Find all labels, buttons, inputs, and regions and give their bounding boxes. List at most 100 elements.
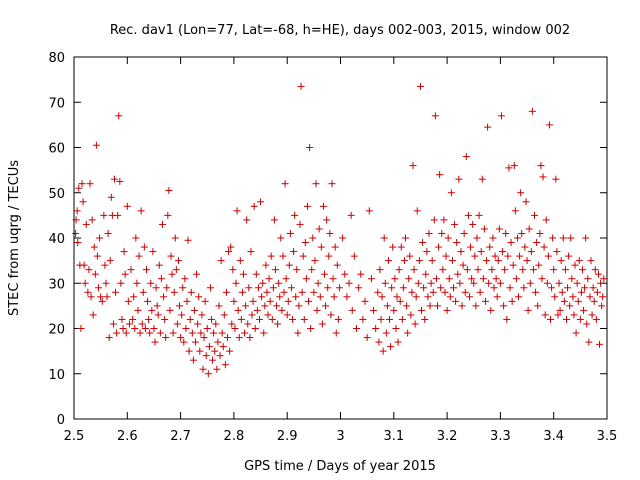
- data-point: [308, 266, 316, 274]
- data-point: [194, 320, 202, 328]
- data-point: [130, 293, 138, 301]
- data-point: [122, 329, 130, 337]
- data-point: [273, 302, 281, 310]
- data-point: [170, 288, 178, 296]
- data-point: [459, 261, 467, 269]
- data-point: [384, 257, 392, 265]
- data-point: [572, 329, 580, 337]
- data-point: [210, 329, 218, 337]
- y-tick-label: 0: [57, 413, 65, 428]
- data-point: [421, 315, 429, 323]
- data-point: [372, 325, 380, 332]
- data-point: [551, 293, 559, 301]
- data-point: [322, 302, 330, 310]
- data-point: [458, 302, 466, 310]
- data-point: [470, 279, 478, 287]
- data-point: [577, 288, 585, 296]
- data-point: [348, 306, 356, 314]
- data-point: [169, 329, 177, 337]
- data-point: [535, 261, 543, 269]
- data-point: [380, 234, 388, 242]
- data-point: [211, 347, 219, 355]
- data-point: [218, 329, 226, 337]
- data-point: [448, 257, 456, 265]
- data-point: [504, 252, 512, 260]
- data-point: [550, 266, 558, 274]
- plot-frame: [73, 56, 608, 420]
- data-point: [454, 270, 462, 278]
- data-point: [415, 257, 423, 265]
- data-point: [152, 284, 160, 292]
- data-point: [522, 198, 530, 206]
- data-point: [139, 288, 147, 296]
- data-point: [85, 266, 93, 274]
- data-point: [167, 252, 175, 260]
- data-point: [134, 306, 142, 314]
- data-point: [222, 288, 230, 296]
- x-tick-label: 2.9: [277, 429, 298, 444]
- data-point: [220, 311, 228, 319]
- data-point: [422, 270, 430, 278]
- data-point: [485, 279, 493, 287]
- data-point: [447, 189, 455, 197]
- data-point: [331, 243, 339, 251]
- data-point: [133, 279, 141, 287]
- data-point: [432, 275, 440, 283]
- data-point: [307, 325, 315, 332]
- data-point: [443, 306, 451, 314]
- data-point: [137, 207, 145, 215]
- data-point: [81, 279, 89, 287]
- data-point: [593, 288, 601, 296]
- data-point: [469, 220, 477, 228]
- data-point: [232, 279, 240, 287]
- data-point: [568, 275, 576, 283]
- data-point: [483, 257, 491, 265]
- data-point: [311, 257, 319, 265]
- data-point: [526, 279, 534, 287]
- data-point: [357, 270, 365, 278]
- data-point: [153, 302, 161, 310]
- data-point: [392, 325, 400, 332]
- data-point: [497, 112, 505, 120]
- data-point: [199, 365, 207, 373]
- data-point: [197, 329, 205, 337]
- data-point: [127, 266, 135, 274]
- data-point: [529, 266, 537, 274]
- data-point: [281, 180, 289, 188]
- data-point: [600, 275, 608, 283]
- data-point: [395, 266, 403, 274]
- data-point: [295, 302, 303, 310]
- data-point: [84, 288, 92, 296]
- data-point: [315, 225, 323, 233]
- data-point: [532, 288, 540, 296]
- data-point: [147, 279, 155, 287]
- data-point: [471, 252, 479, 260]
- data-point: [238, 288, 246, 296]
- data-point: [154, 311, 162, 319]
- data-point: [230, 297, 238, 305]
- data-point: [173, 320, 181, 328]
- data-point: [399, 284, 407, 292]
- data-point: [407, 311, 415, 319]
- data-point: [495, 225, 503, 233]
- data-point: [293, 266, 301, 274]
- data-point: [363, 334, 371, 342]
- data-point: [377, 315, 385, 323]
- data-point: [405, 275, 413, 283]
- data-point: [465, 293, 473, 301]
- y-tick-label: 60: [48, 142, 65, 157]
- data-point: [195, 293, 203, 301]
- data-point: [131, 325, 139, 332]
- data-point: [444, 234, 452, 242]
- data-point: [242, 302, 250, 310]
- data-point: [165, 186, 173, 194]
- data-point: [440, 216, 448, 224]
- data-point: [166, 306, 174, 314]
- data-point: [567, 234, 575, 242]
- data-point: [513, 234, 521, 242]
- data-point: [531, 211, 539, 219]
- data-point: [200, 334, 208, 342]
- chart-title: Rec. dav1 (Lon=77, Lat=-68, h=HE), days …: [110, 23, 570, 38]
- data-point: [282, 275, 290, 283]
- data-point: [418, 306, 426, 314]
